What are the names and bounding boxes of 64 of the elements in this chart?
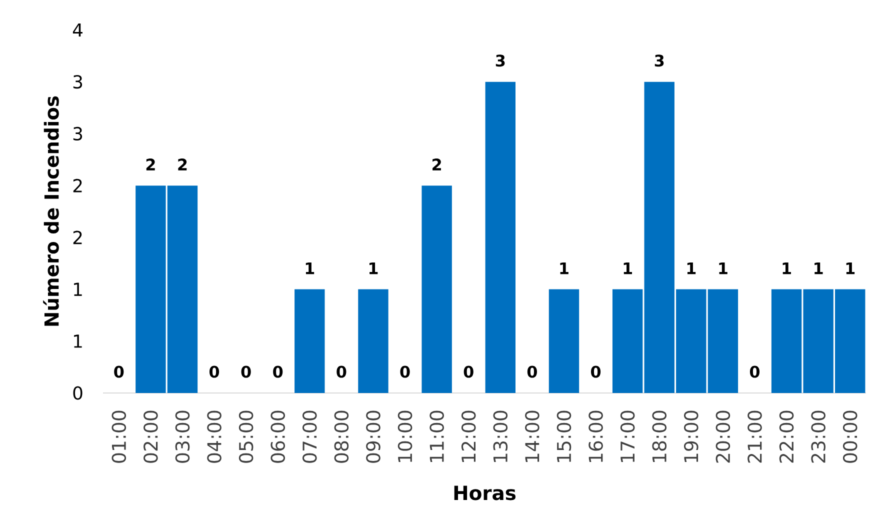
data-label: 2 bbox=[146, 158, 155, 170]
x-tick-label: 02:00 bbox=[144, 410, 158, 463]
x-tick-label: 08:00 bbox=[334, 410, 349, 463]
x-tick-label: 03:00 bbox=[175, 410, 190, 463]
x-tick-label: 14:00 bbox=[525, 410, 540, 462]
x-tick-label: 01:00 bbox=[112, 410, 126, 463]
data-label: 1 bbox=[814, 262, 823, 274]
data-label: 1 bbox=[719, 262, 728, 274]
x-tick-label: 17:00 bbox=[620, 410, 635, 462]
x-tick-label: 00:00 bbox=[842, 410, 858, 463]
data-label: 1 bbox=[369, 262, 378, 274]
data-label: 0 bbox=[273, 366, 283, 378]
data-label: 0 bbox=[336, 366, 346, 378]
data-label: 0 bbox=[209, 366, 220, 378]
y-axis-title: Número de Incendios bbox=[43, 96, 59, 326]
data-label: 2 bbox=[178, 158, 187, 170]
bar bbox=[612, 289, 643, 393]
y-tick-label: 3 bbox=[73, 75, 82, 89]
x-tick-label: 23:00 bbox=[811, 410, 826, 463]
data-label: 1 bbox=[306, 262, 314, 274]
data-label: 1 bbox=[782, 262, 791, 274]
y-tick-label: 4 bbox=[72, 23, 82, 37]
data-label: 3 bbox=[654, 54, 664, 67]
bar bbox=[422, 186, 452, 393]
x-tick-label: 09:00 bbox=[366, 410, 380, 463]
bar bbox=[294, 289, 325, 393]
x-tick-label: 22:00 bbox=[779, 410, 794, 463]
x-tick-label: 20:00 bbox=[716, 410, 730, 463]
data-label: 0 bbox=[464, 366, 474, 378]
x-tick-label: 15:00 bbox=[556, 410, 572, 462]
y-tick-label: 3 bbox=[73, 126, 82, 140]
data-label: 0 bbox=[400, 366, 410, 378]
data-label: 1 bbox=[687, 262, 696, 274]
y-tick-label: 0 bbox=[73, 386, 82, 400]
x-tick-label: 18:00 bbox=[652, 410, 667, 462]
x-tick-label: 16:00 bbox=[588, 410, 603, 462]
y-tick-label: 2 bbox=[73, 178, 82, 192]
x-tick-label: 10:00 bbox=[398, 410, 412, 462]
y-tick-label: 1 bbox=[74, 334, 82, 348]
x-tick-label: 04:00 bbox=[207, 410, 222, 463]
x-axis-title: Horas bbox=[454, 486, 516, 500]
data-label: 1 bbox=[624, 262, 632, 274]
x-tick-label: 13:00 bbox=[493, 410, 508, 462]
data-label: 1 bbox=[560, 262, 568, 274]
data-label: 0 bbox=[241, 366, 251, 378]
data-label: 0 bbox=[527, 366, 537, 378]
bar bbox=[485, 82, 516, 393]
data-label: 2 bbox=[432, 158, 441, 170]
data-label: 0 bbox=[750, 366, 760, 378]
x-tick-label: 21:00 bbox=[748, 410, 762, 463]
y-tick-label: 1 bbox=[74, 282, 82, 296]
x-tick-label: 12:00 bbox=[461, 410, 476, 462]
x-tick-label: 06:00 bbox=[270, 410, 286, 463]
data-label: 1 bbox=[846, 262, 855, 274]
y-tick-label: 2 bbox=[73, 230, 82, 244]
bar bbox=[548, 289, 580, 393]
x-tick-label: 11:00 bbox=[430, 410, 444, 462]
x-tick-label: 05:00 bbox=[238, 410, 254, 463]
data-label: 0 bbox=[114, 366, 124, 378]
bar bbox=[358, 289, 388, 393]
data-label: 3 bbox=[496, 54, 505, 67]
x-tick-label: 07:00 bbox=[302, 410, 317, 463]
x-tick-label: 19:00 bbox=[684, 410, 698, 462]
data-label: 0 bbox=[590, 366, 601, 378]
